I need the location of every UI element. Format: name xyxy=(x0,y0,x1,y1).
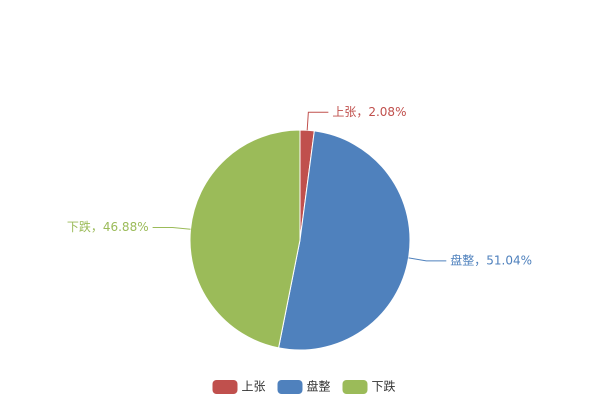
legend-swatch xyxy=(212,380,238,394)
data-label: 下跌，46.88% xyxy=(67,219,149,234)
legend-swatch xyxy=(277,380,303,394)
data-label: 上张，2.08% xyxy=(332,105,406,119)
leader-line xyxy=(408,257,447,262)
legend-label: 上张 xyxy=(242,380,266,394)
data-label: 盘整，51.04% xyxy=(450,252,532,267)
legend-label: 盘整 xyxy=(307,379,331,394)
legend-label: 下跌 xyxy=(372,379,396,394)
pie-slice xyxy=(277,130,411,351)
leader-line xyxy=(306,111,329,131)
legend-swatch xyxy=(342,380,368,394)
leader-line xyxy=(152,226,191,230)
pie-slice xyxy=(189,129,301,349)
